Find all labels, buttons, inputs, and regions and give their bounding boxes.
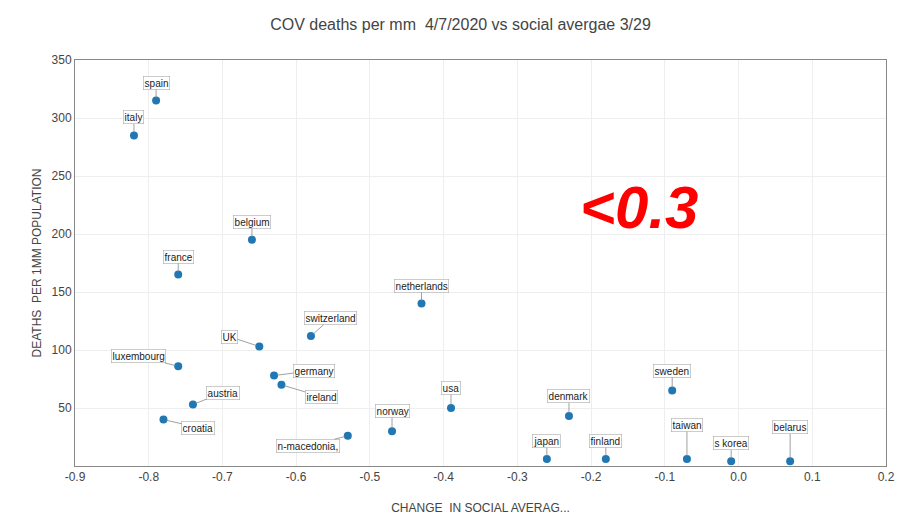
svg-text:0.0: 0.0 — [730, 470, 747, 484]
svg-text:CHANGE IN SOCIAL AVERAG...: CHANGE IN SOCIAL AVERAG... — [391, 501, 570, 515]
svg-text:DEATHS PER 1MM POPULATION: DEATHS PER 1MM POPULATION — [30, 169, 44, 358]
svg-text:-0.2: -0.2 — [581, 470, 602, 484]
svg-text:-0.9: -0.9 — [65, 470, 86, 484]
svg-text:s korea: s korea — [715, 438, 748, 449]
svg-text:denmark: denmark — [549, 391, 589, 402]
svg-text:croatia: croatia — [183, 423, 213, 434]
svg-text:-0.4: -0.4 — [433, 470, 454, 484]
svg-text:UK: UK — [223, 332, 237, 343]
svg-text:belgium: belgium — [235, 217, 270, 228]
svg-text:netherlands: netherlands — [396, 281, 448, 292]
svg-text:<0.3: <0.3 — [580, 174, 698, 241]
svg-text:COV deaths per mm 4/7/2020 vs: COV deaths per mm 4/7/2020 vs social ave… — [270, 16, 651, 33]
svg-text:100: 100 — [52, 343, 72, 357]
svg-text:norway: norway — [377, 406, 409, 417]
svg-text:italy: italy — [125, 112, 143, 123]
svg-text:250: 250 — [52, 169, 72, 183]
svg-text:france: france — [165, 252, 193, 263]
svg-text:-0.7: -0.7 — [212, 470, 233, 484]
svg-text:belarus: belarus — [774, 422, 807, 433]
svg-text:350: 350 — [52, 53, 72, 67]
svg-text:200: 200 — [52, 227, 72, 241]
svg-text:austria: austria — [208, 388, 238, 399]
svg-text:0.1: 0.1 — [804, 470, 821, 484]
svg-text:ireland: ireland — [307, 392, 337, 403]
svg-text:0.2: 0.2 — [878, 470, 895, 484]
svg-text:300: 300 — [52, 111, 72, 125]
svg-text:japan: japan — [534, 436, 559, 447]
svg-text:-0.5: -0.5 — [360, 470, 381, 484]
svg-text:n-macedonia,: n-macedonia, — [278, 441, 339, 452]
svg-text:spain: spain — [145, 78, 169, 89]
svg-text:-0.8: -0.8 — [138, 470, 159, 484]
svg-text:50: 50 — [58, 401, 72, 415]
svg-text:luxembourg: luxembourg — [113, 351, 165, 362]
svg-text:finland: finland — [591, 436, 620, 447]
svg-text:-0.1: -0.1 — [654, 470, 675, 484]
svg-text:switzerland: switzerland — [306, 313, 356, 324]
svg-text:germany: germany — [295, 366, 334, 377]
svg-text:-0.3: -0.3 — [507, 470, 528, 484]
svg-text:sweden: sweden — [655, 366, 689, 377]
svg-text:150: 150 — [52, 285, 72, 299]
svg-text:usa: usa — [443, 383, 460, 394]
svg-text:-0.6: -0.6 — [286, 470, 307, 484]
svg-text:taiwan: taiwan — [673, 420, 702, 431]
